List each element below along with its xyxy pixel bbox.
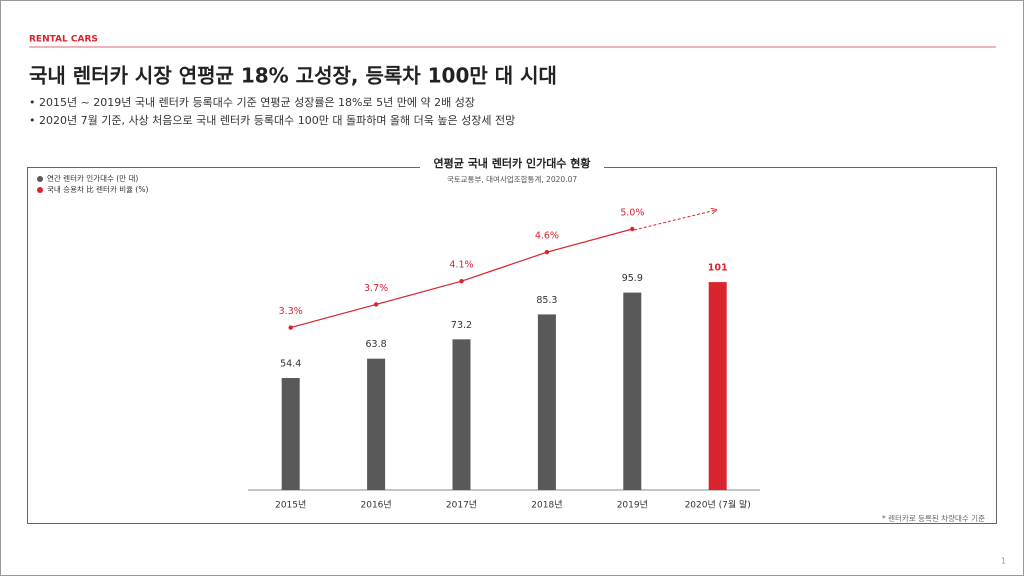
line-point <box>544 250 550 255</box>
bar <box>367 358 386 490</box>
bar <box>452 339 471 490</box>
x-tick-label: 2016년 <box>361 500 392 511</box>
x-tick-label: 2015년 <box>275 500 306 511</box>
legend-swatch <box>37 187 43 193</box>
x-tick-label: 2020년 (7월 말) <box>685 499 751 511</box>
x-tick-label: 2019년 <box>617 500 648 511</box>
line-value-label: 4.6% <box>535 231 559 242</box>
section-label: RENTAL CARS <box>29 35 98 45</box>
legend-label: 국내 승용차 比 렌터카 비율 (%) <box>47 184 148 194</box>
trend-arrow <box>633 210 716 231</box>
footnote: * 렌터카로 등록된 차량대수 기준 <box>882 513 985 523</box>
x-tick-label: 2017년 <box>446 500 477 511</box>
bar-value-label: 73.2 <box>451 320 472 331</box>
bar-value-label: 101 <box>708 263 728 274</box>
bar <box>623 292 642 490</box>
line-value-label: 5.0% <box>620 208 644 219</box>
line-value-label: 3.3% <box>279 306 303 317</box>
chart-title: 연평균 국내 렌터카 인가대수 현황 <box>434 156 591 170</box>
bar-value-label: 85.3 <box>536 295 557 306</box>
legend-swatch <box>37 176 43 182</box>
line-point <box>373 302 379 307</box>
bar <box>537 314 556 490</box>
line-point <box>459 279 464 284</box>
plot: 2015년 2016년 2017년 2018년 2019년 2020년 (7월 말) 연간 … <box>37 173 751 511</box>
line-value-label: 4.1% <box>449 260 473 271</box>
legend-label: 연간 렌터카 인가대수 (만 대) <box>47 173 138 183</box>
bar <box>281 378 300 490</box>
title-backdrop <box>420 156 604 172</box>
page-number: 1 <box>1001 557 1006 566</box>
bar-value-label: 63.8 <box>366 339 387 350</box>
line-value-label: 3.7% <box>364 283 388 294</box>
bar <box>708 282 727 490</box>
x-tick-label: 2018년 <box>531 500 562 511</box>
bar-value-label: 54.4 <box>280 359 301 370</box>
bullet: • 2015년 ~ 2019년 국내 렌터카 등록대수 기준 연평균 성장률은 … <box>29 95 475 109</box>
line-point <box>630 226 635 232</box>
line-point <box>288 325 293 330</box>
bullet: • 2020년 7월 기준, 사상 처음으로 국내 렌터카 등록대수 100만 … <box>29 113 515 127</box>
chart-subtitle: 국토교통부, 대여사업조합통계, 2020.07 <box>447 174 577 184</box>
headline: 국내 렌터카 시장 연평균 18% 고성장, 등록차 100만 대 시대 <box>29 64 557 88</box>
bar-value-label: 95.9 <box>622 273 643 284</box>
